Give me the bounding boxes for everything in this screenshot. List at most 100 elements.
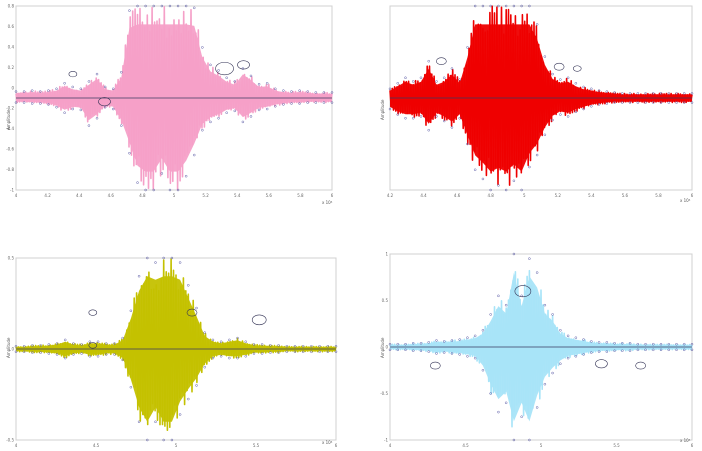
trough-marker — [613, 101, 616, 104]
trough-marker — [184, 174, 188, 178]
peak-marker — [219, 340, 223, 343]
trough-marker — [209, 120, 212, 124]
peak-marker — [435, 80, 438, 83]
waveform-chart-cyan: 4 4.5 5 5.5 6 1 0.5 0 -0.5 -1 Amplitude x 10⁴ — [378, 232, 698, 449]
trough-marker — [605, 102, 609, 105]
x-tick-label: 4.5 — [93, 443, 100, 448]
peak-marker — [652, 92, 655, 95]
peak-marker — [419, 76, 423, 80]
peak-marker — [597, 341, 601, 344]
peak-marker — [404, 342, 407, 346]
highlight-circle — [595, 359, 608, 369]
peak-marker — [322, 91, 326, 94]
trough-marker — [285, 350, 289, 353]
trough-marker — [14, 101, 18, 104]
x-tick-label: 4.6 — [108, 193, 115, 198]
y-tick-label: 0.5 — [382, 298, 389, 303]
peak-marker — [178, 261, 182, 264]
trough-marker — [137, 420, 141, 424]
trough-marker — [30, 102, 34, 105]
peak-marker — [528, 257, 531, 260]
x-tick-label: 5 — [523, 193, 526, 198]
peak-marker — [301, 345, 305, 348]
trough-marker — [473, 356, 477, 360]
trough-marker — [535, 406, 539, 409]
peak-marker — [136, 4, 139, 8]
trough-marker — [404, 348, 407, 352]
peak-marker — [290, 90, 293, 93]
peak-marker — [504, 303, 508, 307]
y-tick-label: -0.4 — [6, 126, 14, 131]
peak-marker — [274, 87, 277, 91]
peak-marker — [152, 4, 155, 8]
trough-marker — [419, 115, 423, 118]
peak-marker — [683, 92, 686, 95]
trough-marker — [103, 105, 107, 109]
x-tick-label: 5 — [173, 193, 176, 198]
x-tick-label: 4.6 — [454, 193, 461, 198]
x-tick-label: 5.6 — [622, 193, 629, 198]
trough-marker — [574, 110, 578, 114]
peak-marker — [628, 92, 632, 95]
trough-marker — [675, 348, 678, 352]
y-axis-label: Amplitude — [6, 337, 11, 359]
peak-marker — [636, 342, 640, 346]
trough-marker — [178, 413, 182, 416]
highlight-circle — [553, 62, 565, 71]
trough-marker — [427, 128, 430, 132]
trough-marker — [683, 348, 686, 352]
peak-marker — [195, 306, 198, 310]
peak-marker — [146, 256, 149, 260]
highlight-circle — [635, 361, 646, 370]
trough-marker — [301, 350, 305, 353]
peak-marker — [228, 338, 231, 342]
x-tick-label: 4.8 — [139, 193, 146, 198]
y-tick-label: 0 — [11, 347, 14, 352]
peak-marker — [435, 339, 438, 342]
x-tick-label: 5.2 — [202, 193, 209, 198]
x-tick-label: 6 — [691, 193, 694, 198]
trough-marker — [419, 349, 423, 352]
peak-marker — [111, 87, 115, 91]
peak-marker — [675, 342, 678, 346]
x-tick-label: 5 — [540, 443, 543, 448]
peak-marker — [497, 4, 500, 8]
peak-marker — [481, 4, 485, 8]
trough-marker — [644, 101, 647, 104]
peak-marker — [566, 76, 570, 80]
x-tick-label: 5.5 — [253, 443, 260, 448]
trough-marker — [636, 348, 640, 352]
trough-marker — [683, 101, 686, 104]
trough-marker — [489, 392, 492, 395]
trough-marker — [435, 115, 438, 118]
peak-marker — [137, 274, 141, 278]
chart-canvas: 4 4.5 5 5.5 6 1 0.5 0 -0.5 -1 — [380, 252, 694, 449]
trough-marker — [162, 438, 165, 442]
trough-marker — [543, 133, 547, 137]
peak-marker — [582, 85, 585, 89]
x-tick-label: 6 — [691, 443, 694, 448]
x-tick-label: 4.4 — [420, 193, 427, 198]
peak-marker — [330, 91, 334, 94]
peak-marker — [170, 256, 174, 260]
peak-marker — [47, 89, 50, 92]
peak-marker — [265, 82, 269, 85]
peak-marker — [55, 342, 59, 345]
peak-marker — [466, 46, 469, 49]
peak-marker — [613, 342, 616, 345]
peak-marker — [260, 343, 264, 346]
x-tick-label: 4 — [15, 443, 18, 448]
peak-marker — [282, 89, 285, 92]
peak-marker — [466, 336, 469, 339]
peak-marker — [427, 341, 430, 344]
y-tick-label: 0.8 — [8, 4, 15, 9]
peak-marker — [597, 89, 601, 92]
trough-marker — [160, 172, 164, 175]
x-tick-label: 4.2 — [387, 193, 394, 198]
trough-marker — [667, 101, 671, 104]
peak-marker — [128, 9, 131, 12]
trough-marker — [128, 151, 131, 155]
trough-marker — [621, 101, 624, 104]
peak-marker — [252, 343, 256, 346]
peak-marker — [535, 23, 539, 26]
